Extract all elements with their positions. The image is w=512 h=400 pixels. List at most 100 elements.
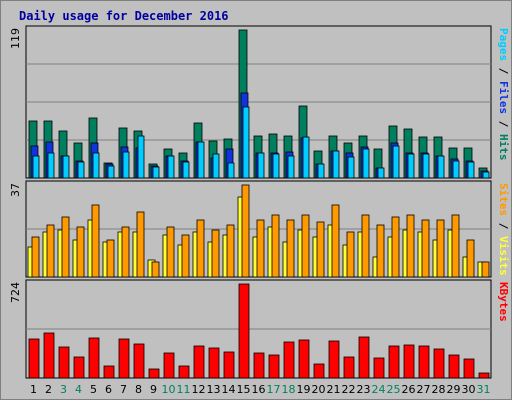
bar-pages-day-21: [332, 150, 340, 179]
panel-kbytes: 724 KBytes: [9, 279, 510, 379]
x-tick-day-9: 9: [150, 383, 157, 396]
bar-pages-day-27: [422, 153, 430, 179]
bar-kbytes-day-25: [388, 345, 400, 379]
bar-pages-day-3: [62, 155, 70, 179]
bar-pages-day-22: [347, 156, 355, 179]
bar-kbytes-day-14: [223, 351, 235, 379]
bar-pages-day-6: [107, 165, 115, 179]
x-tick-day-17: 17: [267, 383, 281, 396]
bar-sites-day-3: [61, 216, 70, 278]
x-tick-day-26: 26: [402, 383, 416, 396]
bar-kbytes-day-11: [178, 365, 190, 379]
bar-pages-day-29: [452, 160, 460, 179]
bar-sites-day-17: [271, 214, 280, 278]
x-tick-day-6: 6: [105, 383, 112, 396]
bar-kbytes-day-7: [118, 338, 130, 379]
bar-sites-day-6: [106, 239, 115, 278]
bar-sites-day-5: [91, 204, 100, 278]
bar-kbytes-day-12: [193, 345, 205, 379]
bar-sites-day-11: [181, 234, 190, 278]
bar-pages-day-11: [182, 161, 190, 179]
bar-kbytes-day-17: [268, 354, 280, 379]
x-tick-day-24: 24: [372, 383, 386, 396]
bar-kbytes-day-21: [328, 340, 340, 379]
bar-pages-day-1: [32, 155, 40, 179]
bar-sites-day-31: [481, 261, 490, 278]
bar-pages-day-24: [377, 167, 385, 179]
bar-kbytes-day-6: [103, 365, 115, 379]
bar-pages-day-10: [167, 155, 175, 179]
bar-pages-day-2: [47, 152, 55, 179]
x-tick-day-4: 4: [75, 383, 82, 396]
legend-entry: /: [497, 61, 510, 81]
x-tick-day-12: 12: [192, 383, 206, 396]
legend-entry: Sites: [497, 183, 510, 216]
x-tick-day-8: 8: [135, 383, 142, 396]
bar-sites-day-15: [241, 184, 250, 278]
bar-pages-day-5: [92, 152, 100, 179]
x-tick-day-22: 22: [342, 383, 356, 396]
bar-sites-day-26: [406, 214, 415, 278]
axis-max-label-kbytes: 724: [9, 282, 22, 303]
x-tick-day-21: 21: [327, 383, 341, 396]
x-tick-day-1: 1: [30, 383, 37, 396]
bar-kbytes-day-31: [478, 372, 490, 379]
bar-sites-day-18: [286, 219, 295, 278]
bar-sites-day-12: [196, 219, 205, 278]
side-legend-hits-files-pages: Pages / Files / Hits: [497, 28, 510, 161]
bar-pages-day-4: [77, 161, 85, 179]
bar-sites-day-13: [211, 229, 220, 278]
axis-max-label-hits-files-pages: 119: [9, 28, 22, 49]
bar-sites-day-8: [136, 211, 145, 278]
bar-pages-day-25: [392, 145, 400, 179]
chart-title: Daily usage for December 2016: [19, 9, 229, 23]
bar-pages-day-28: [437, 155, 445, 179]
bar-pages-day-26: [407, 153, 415, 179]
bar-pages-day-19: [302, 136, 310, 179]
bar-sites-day-25: [391, 216, 400, 278]
bar-kbytes-day-22: [343, 356, 355, 379]
legend-entry: Hits: [497, 134, 510, 161]
bar-sites-day-9: [151, 261, 160, 278]
bar-kbytes-day-2: [43, 332, 55, 379]
bar-pages-day-14: [227, 162, 235, 179]
bar-pages-day-30: [467, 161, 475, 179]
bar-kbytes-day-16: [253, 352, 265, 379]
bar-kbytes-day-24: [373, 357, 385, 379]
bar-kbytes-day-28: [433, 348, 445, 379]
bar-sites-day-10: [166, 226, 175, 278]
x-tick-day-14: 14: [222, 383, 236, 396]
x-tick-day-15: 15: [237, 383, 251, 396]
x-tick-day-20: 20: [312, 383, 326, 396]
x-tick-day-19: 19: [297, 383, 311, 396]
bar-pages-day-23: [362, 148, 370, 179]
x-tick-day-30: 30: [462, 383, 476, 396]
bar-kbytes-day-26: [403, 344, 415, 379]
bar-sites-day-14: [226, 224, 235, 278]
x-tick-day-7: 7: [120, 383, 127, 396]
bar-kbytes-day-23: [358, 336, 370, 379]
bar-pages-day-12: [197, 141, 205, 179]
x-tick-day-3: 3: [60, 383, 67, 396]
legend-entry: /: [497, 114, 510, 134]
bar-kbytes-day-29: [448, 354, 460, 379]
bar-pages-day-31: [482, 171, 490, 179]
legend-entry: /: [497, 216, 510, 236]
side-legend-kbytes: KBytes: [497, 282, 510, 322]
x-tick-day-16: 16: [252, 383, 266, 396]
bar-kbytes-day-3: [58, 346, 70, 379]
x-tick-day-29: 29: [447, 383, 461, 396]
x-tick-day-18: 18: [282, 383, 296, 396]
bar-kbytes-day-27: [418, 345, 430, 379]
x-tick-day-5: 5: [90, 383, 97, 396]
bar-kbytes-day-30: [463, 358, 475, 379]
bar-sites-day-30: [466, 239, 475, 278]
x-tick-day-10: 10: [162, 383, 176, 396]
axis-max-label-visits-sites: 37: [9, 183, 22, 197]
bar-pages-day-17: [272, 153, 280, 179]
bar-kbytes-day-10: [163, 352, 175, 379]
bar-sites-day-2: [46, 224, 55, 278]
bar-sites-day-4: [76, 226, 85, 278]
bar-sites-day-21: [331, 204, 340, 278]
bar-kbytes-day-19: [298, 339, 310, 379]
